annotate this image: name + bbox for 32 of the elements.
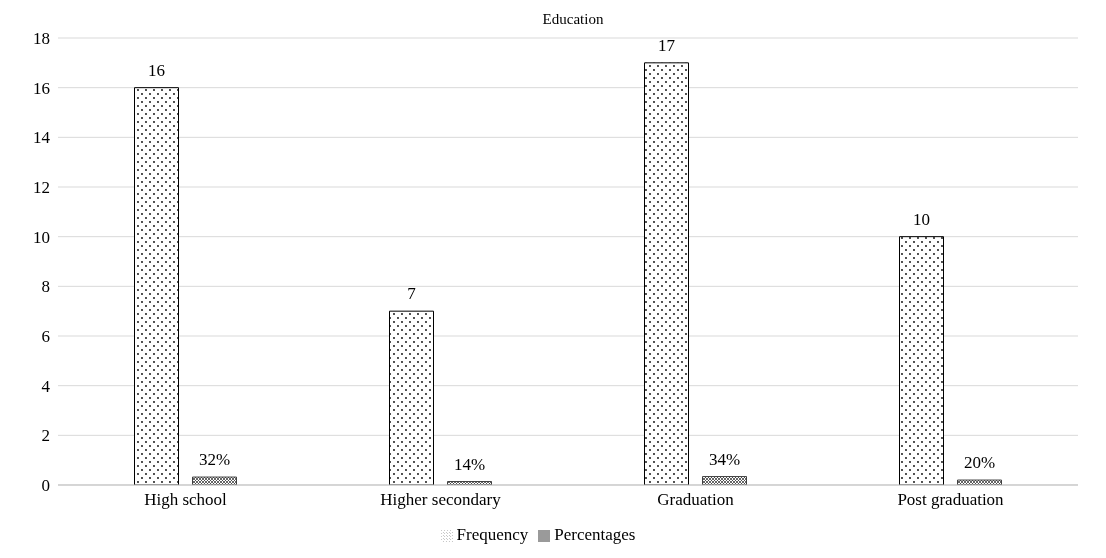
data-label: 32% (198, 450, 231, 470)
bar (899, 236, 944, 485)
y-tick-label: 14 (33, 128, 51, 148)
x-tick-label: High school (144, 490, 228, 510)
x-tick-label: Post graduation (897, 490, 1005, 510)
y-tick-label: 12 (33, 178, 50, 198)
data-label: 34% (708, 449, 741, 469)
bar (389, 310, 434, 485)
bar (644, 62, 689, 485)
legend-label: Percentages (554, 525, 636, 544)
y-tick-label: 18 (33, 29, 50, 49)
data-label: 7 (407, 284, 417, 304)
legend-label: Frequency (456, 525, 529, 544)
bar (134, 87, 179, 485)
data-label: 10 (913, 209, 930, 229)
x-tick-label: Graduation (657, 490, 735, 510)
y-tick-label: 8 (41, 277, 50, 297)
y-tick-label: 10 (33, 227, 50, 247)
x-tick-label: Higher secondary (380, 490, 502, 510)
data-label: 17 (658, 35, 676, 55)
bar (702, 476, 747, 485)
y-tick-label: 0 (41, 476, 50, 496)
y-tick-label: 2 (41, 426, 50, 446)
bar (957, 479, 1002, 485)
y-tick-label: 16 (33, 78, 50, 98)
data-label: 20% (963, 453, 996, 473)
data-label: 16 (148, 60, 165, 80)
y-tick-label: 6 (41, 327, 50, 347)
data-label: 14% (453, 454, 486, 474)
bar (192, 476, 237, 485)
y-tick-label: 4 (41, 376, 51, 396)
chart-title: Education (542, 11, 604, 27)
